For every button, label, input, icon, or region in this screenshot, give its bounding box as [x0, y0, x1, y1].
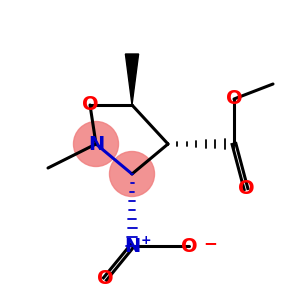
- Text: O: O: [226, 89, 242, 109]
- Text: O: O: [181, 236, 197, 256]
- Text: O: O: [82, 95, 98, 115]
- Polygon shape: [125, 54, 139, 105]
- Text: −: −: [203, 234, 217, 252]
- Circle shape: [110, 152, 154, 196]
- Text: O: O: [238, 179, 254, 199]
- Text: N: N: [124, 236, 140, 256]
- Circle shape: [74, 122, 118, 167]
- Text: +: +: [141, 234, 152, 247]
- Text: O: O: [97, 269, 113, 289]
- Text: N: N: [88, 134, 104, 154]
